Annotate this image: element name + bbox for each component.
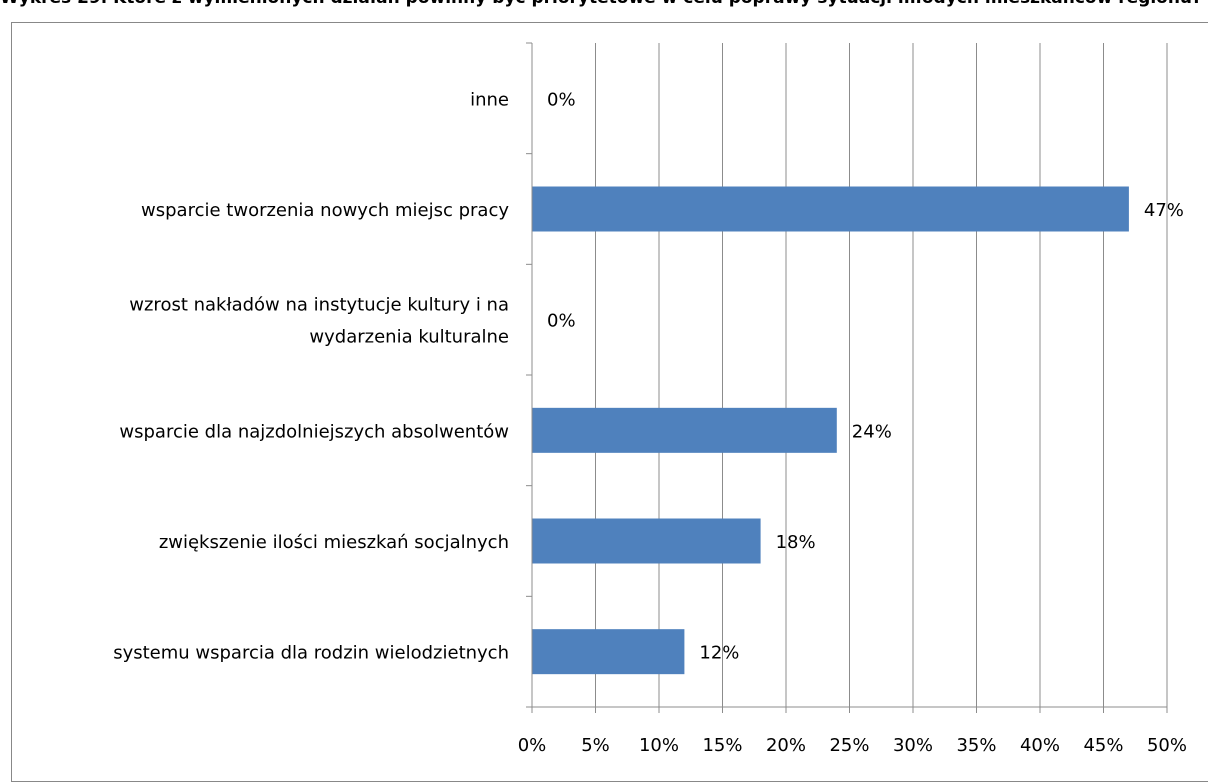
x-tick-label: 35% xyxy=(956,735,996,756)
x-tick-label: 5% xyxy=(581,735,610,756)
bar-chart: 0% 5% 10% 15% 20% 25% 30% 35% 40% 45% 50% 0% inne 47%… xyxy=(113,42,1187,756)
category-label: wsparcie tworzenia nowych miejsc pracy xyxy=(141,200,509,221)
category-label: wsparcie dla najzdolniejszych absolwentó… xyxy=(119,421,509,442)
data-label: 0% xyxy=(547,311,576,332)
bar xyxy=(532,629,685,675)
x-tick-label: 40% xyxy=(1020,735,1060,756)
axes xyxy=(526,42,1168,713)
x-tick-label: 45% xyxy=(1083,735,1123,756)
bar xyxy=(532,518,761,564)
category-label: zwiększenie ilości mieszkań socjalnych xyxy=(159,532,509,553)
x-tick-label: 25% xyxy=(829,735,869,756)
x-tick-label: 30% xyxy=(893,735,933,756)
chart-caption: Wykres 29. Które z wymienionych działań … xyxy=(0,0,1208,10)
x-tick-label: 10% xyxy=(639,735,679,756)
labels: 0% 5% 10% 15% 20% 25% 30% 35% 40% 45% 50% 0% inne 47%… xyxy=(113,89,1187,756)
data-label: 12% xyxy=(699,643,739,664)
bar xyxy=(532,407,837,453)
grid-lines xyxy=(595,43,1168,707)
data-label: 47% xyxy=(1144,200,1184,221)
category-label: inne xyxy=(470,89,509,110)
x-tick-label: 20% xyxy=(766,735,806,756)
data-label: 0% xyxy=(547,89,576,110)
x-tick-label: 15% xyxy=(702,735,742,756)
category-label: wzrost nakładów na instytucje kultury i … xyxy=(129,295,509,348)
x-tick-label: 50% xyxy=(1147,735,1187,756)
bar xyxy=(532,186,1129,232)
data-label: 18% xyxy=(776,532,816,553)
x-tick-label: 0% xyxy=(518,735,547,756)
category-label: systemu wsparcia dla rodzin wielodzietny… xyxy=(113,643,509,664)
bars xyxy=(532,186,1129,675)
data-label: 24% xyxy=(852,421,892,442)
